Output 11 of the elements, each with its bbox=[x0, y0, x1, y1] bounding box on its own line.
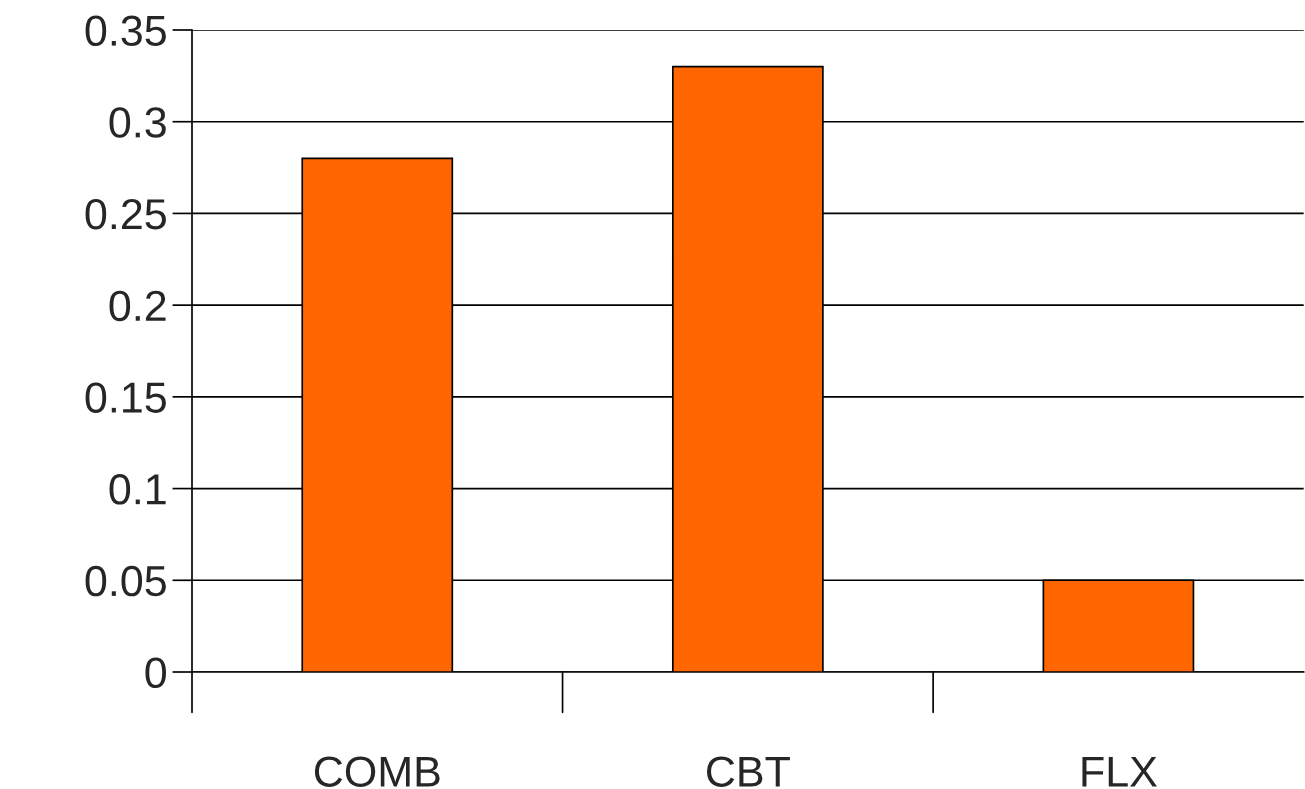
y-tick-label: 0.15 bbox=[85, 382, 166, 413]
x-tick-label: FLX bbox=[1082, 756, 1157, 787]
y-tick-label: 0.1 bbox=[109, 474, 166, 505]
y-tick-label: 0.05 bbox=[85, 565, 166, 597]
y-tick-label: 0.35 bbox=[85, 15, 166, 47]
x-tick-label: CBT bbox=[706, 756, 790, 787]
y-tick-label: 0.3 bbox=[109, 107, 166, 138]
x-tick-label: COMB bbox=[314, 756, 440, 787]
y-tick-label: 0.2 bbox=[109, 290, 166, 322]
y-tick-label: 0.25 bbox=[85, 198, 166, 230]
y-tick-label: 0 bbox=[145, 657, 167, 689]
